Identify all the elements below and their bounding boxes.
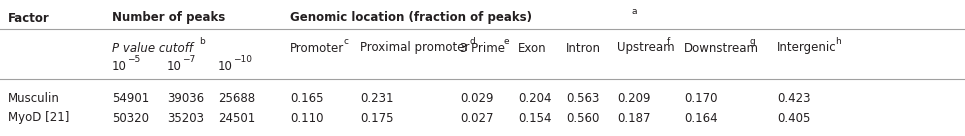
Text: 10: 10 — [112, 60, 126, 72]
Text: −5: −5 — [127, 55, 140, 64]
Text: Factor: Factor — [8, 12, 50, 24]
Text: 0.563: 0.563 — [566, 92, 599, 104]
Text: 0.110: 0.110 — [290, 112, 323, 124]
Text: Musculin: Musculin — [8, 92, 60, 104]
Text: 24501: 24501 — [218, 112, 256, 124]
Text: 0.405: 0.405 — [777, 112, 811, 124]
Text: 0.423: 0.423 — [777, 92, 811, 104]
Text: a: a — [632, 7, 638, 16]
Text: 0.170: 0.170 — [684, 92, 718, 104]
Text: 0.209: 0.209 — [617, 92, 650, 104]
Text: 39036: 39036 — [167, 92, 205, 104]
Text: 54901: 54901 — [112, 92, 150, 104]
Text: P value cutoff: P value cutoff — [112, 41, 193, 55]
Text: 10: 10 — [167, 60, 181, 72]
Text: c: c — [344, 37, 349, 46]
Text: −10: −10 — [233, 55, 252, 64]
Text: 0.231: 0.231 — [360, 92, 394, 104]
Text: d: d — [470, 37, 476, 46]
Text: 35203: 35203 — [167, 112, 204, 124]
Text: 0.165: 0.165 — [290, 92, 323, 104]
Text: 25688: 25688 — [218, 92, 255, 104]
Text: Number of peaks: Number of peaks — [112, 12, 225, 24]
Text: h: h — [835, 37, 841, 46]
Text: f: f — [667, 37, 671, 46]
Text: 50320: 50320 — [112, 112, 149, 124]
Text: 0.164: 0.164 — [684, 112, 718, 124]
Text: 0.154: 0.154 — [518, 112, 552, 124]
Text: 3 Prime: 3 Prime — [460, 41, 505, 55]
Text: g: g — [749, 37, 755, 46]
Text: 0.027: 0.027 — [460, 112, 493, 124]
Text: 0.204: 0.204 — [518, 92, 552, 104]
Text: Exon: Exon — [518, 41, 546, 55]
Text: −7: −7 — [182, 55, 195, 64]
Text: Proximal promoter: Proximal promoter — [360, 41, 470, 55]
Text: Intron: Intron — [566, 41, 601, 55]
Text: Promoter: Promoter — [290, 41, 345, 55]
Text: b: b — [199, 37, 205, 46]
Text: Genomic location (fraction of peaks): Genomic location (fraction of peaks) — [290, 12, 532, 24]
Text: 10: 10 — [218, 60, 233, 72]
Text: Intergenic: Intergenic — [777, 41, 837, 55]
Text: 0.175: 0.175 — [360, 112, 394, 124]
Text: MyoD [21]: MyoD [21] — [8, 112, 69, 124]
Text: 0.029: 0.029 — [460, 92, 493, 104]
Text: Downstream: Downstream — [684, 41, 759, 55]
Text: Upstream: Upstream — [617, 41, 675, 55]
Text: 0.187: 0.187 — [617, 112, 650, 124]
Text: 0.560: 0.560 — [566, 112, 599, 124]
Text: e: e — [504, 37, 510, 46]
